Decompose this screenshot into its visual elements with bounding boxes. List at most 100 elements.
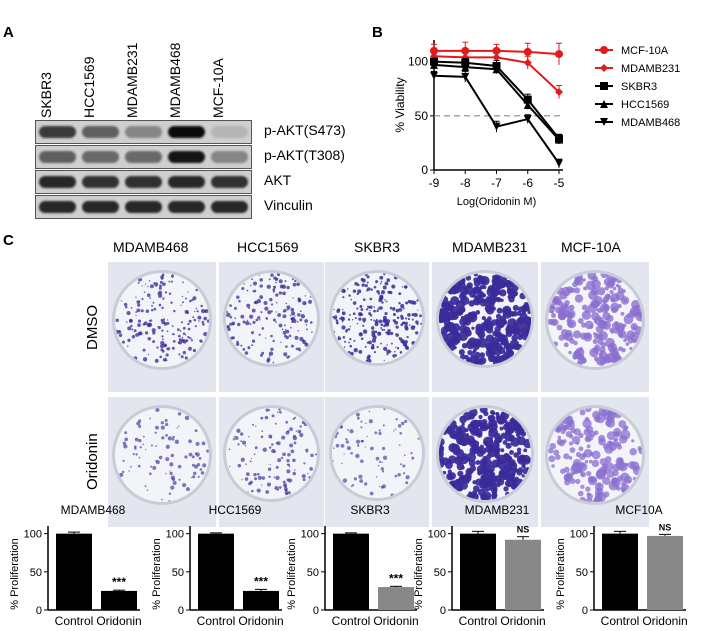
colony	[255, 425, 257, 427]
colony	[576, 361, 583, 367]
colony	[299, 433, 304, 438]
colony	[387, 290, 391, 294]
colony	[124, 431, 128, 435]
colony	[623, 323, 627, 327]
colony	[286, 478, 290, 482]
colony	[184, 415, 190, 421]
colony	[389, 306, 393, 310]
colony	[345, 440, 349, 444]
colony	[411, 456, 415, 460]
colony	[368, 419, 373, 424]
colony	[299, 349, 302, 352]
x-tick-label: Control	[197, 614, 236, 628]
colony	[350, 298, 353, 301]
colony	[507, 426, 515, 434]
colony	[368, 312, 372, 316]
colony	[236, 295, 240, 299]
colony	[383, 324, 386, 328]
colony	[249, 323, 252, 326]
colony	[227, 327, 231, 332]
colony	[271, 449, 276, 454]
petri-dish	[436, 405, 534, 503]
y-tick-label: 100	[408, 55, 428, 69]
colony	[146, 489, 149, 492]
bar	[333, 533, 369, 610]
colony	[556, 324, 563, 331]
colony	[159, 284, 162, 288]
colony	[162, 338, 164, 340]
colony	[119, 472, 124, 478]
colony	[277, 458, 282, 463]
colony	[348, 294, 351, 297]
colony	[272, 290, 275, 293]
y-tick-label: 50	[30, 567, 42, 579]
colony	[265, 408, 269, 412]
colony	[152, 340, 156, 344]
colony	[439, 295, 449, 305]
colony	[130, 324, 133, 328]
colony	[480, 474, 490, 484]
data-point	[600, 46, 608, 54]
data-point	[555, 159, 563, 168]
colony	[244, 444, 247, 447]
colony	[382, 315, 387, 320]
colony	[163, 322, 168, 326]
colony	[278, 323, 283, 328]
colony	[459, 415, 467, 424]
colony-row-title: DMSO	[84, 305, 101, 350]
colony	[479, 447, 487, 455]
colony	[461, 453, 468, 460]
colony	[285, 430, 290, 435]
colony	[151, 304, 154, 307]
colony	[165, 422, 169, 427]
colony	[446, 300, 454, 309]
significance-label: ***	[389, 571, 403, 585]
colony	[620, 429, 631, 440]
colony	[505, 442, 512, 449]
colony	[509, 352, 514, 357]
bar	[647, 535, 683, 610]
colony	[368, 340, 372, 345]
colony	[144, 485, 147, 488]
colony	[382, 424, 385, 427]
colony	[390, 331, 394, 336]
colony	[153, 282, 159, 287]
colony	[572, 281, 578, 288]
colony	[288, 334, 292, 338]
colony	[386, 349, 391, 354]
colony	[488, 421, 498, 432]
colony	[400, 303, 405, 309]
colony	[335, 431, 339, 435]
colony	[358, 474, 363, 479]
colony	[138, 424, 142, 429]
y-tick-label: 100	[428, 529, 446, 541]
colony	[300, 314, 306, 319]
colony	[480, 276, 490, 286]
colony	[283, 308, 287, 313]
colony	[257, 316, 261, 320]
data-point	[523, 95, 532, 104]
colony	[199, 468, 203, 471]
colony	[272, 285, 276, 289]
colony	[118, 329, 121, 332]
blot-band	[168, 176, 205, 188]
colony	[141, 285, 143, 287]
y-tick-label: 100	[24, 529, 42, 541]
x-tick-label: Control	[459, 614, 498, 628]
data-point	[492, 65, 501, 74]
colony	[342, 478, 348, 483]
colony	[621, 480, 627, 487]
colony	[178, 425, 180, 427]
colony	[443, 318, 451, 326]
colony	[473, 273, 478, 277]
colony	[337, 336, 342, 341]
colony	[390, 493, 394, 497]
colony	[258, 274, 260, 276]
colony	[154, 431, 157, 434]
colony	[172, 480, 177, 486]
colony	[171, 438, 175, 441]
x-tick-label: Control	[55, 614, 94, 628]
colony	[581, 452, 587, 458]
colony	[392, 307, 396, 311]
